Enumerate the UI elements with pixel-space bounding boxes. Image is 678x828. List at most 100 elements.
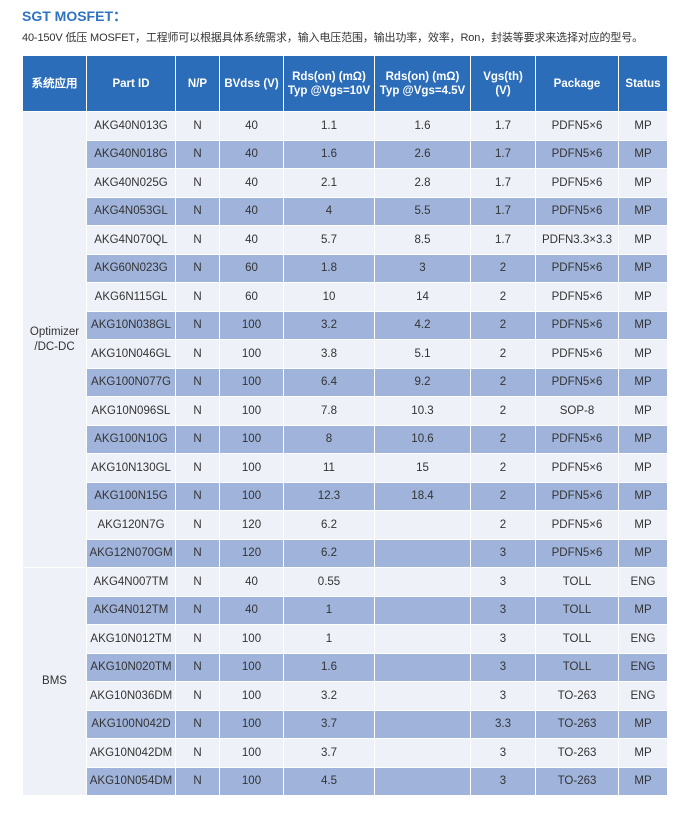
table-row: AKG4N070QL N 40 5.7 8.5 1.7 PDFN3.3×3.3 MP [23, 225, 668, 255]
vgs-th-cell: 2 [470, 310, 536, 340]
rds-4-5v-cell: 14 [374, 282, 471, 312]
package-cell: PDFN5×6 [535, 310, 619, 340]
mosfet-table: 系统应用 Part ID N/P BVdss (V) Rds(on) (mΩ) Typ @… [22, 55, 668, 796]
header-np: N/P [175, 55, 220, 112]
header-part-id: Part ID [86, 55, 176, 112]
rds-10v-cell: 4.5 [283, 766, 375, 796]
bvdss-cell: 40 [219, 595, 284, 625]
np-cell: N [175, 681, 220, 711]
np-cell: N [175, 510, 220, 540]
bvdss-cell: 100 [219, 709, 284, 739]
np-cell: N [175, 424, 220, 454]
package-cell: PDFN5×6 [535, 253, 619, 283]
part-id-cell: AKG10N096SL [86, 396, 176, 426]
np-cell: N [175, 538, 220, 568]
bvdss-cell: 100 [219, 367, 284, 397]
np-cell: N [175, 709, 220, 739]
rds-10v-cell: 0.55 [283, 567, 375, 597]
package-cell: PDFN5×6 [535, 168, 619, 198]
table-row: Optimizer/DC-DC AKG40N013G N 40 1.1 1.6 1.7 PDF… [22, 111, 668, 568]
rds-10v-cell: 3.2 [283, 310, 375, 340]
part-id-cell: AKG4N007TM [86, 567, 176, 597]
status-cell: MP [618, 453, 668, 483]
vgs-th-cell: 2 [470, 453, 536, 483]
package-cell: TOLL [535, 652, 619, 682]
vgs-th-cell: 3 [470, 595, 536, 625]
bvdss-cell: 100 [219, 310, 284, 340]
rds-4-5v-cell: 2.8 [374, 168, 471, 198]
rds-10v-cell: 6.4 [283, 367, 375, 397]
table-row: AKG60N023G N 60 1.8 3 2 PDFN5×6 MP [23, 253, 668, 283]
part-id-cell: AKG10N046GL [86, 339, 176, 369]
vgs-th-cell: 1.7 [470, 168, 536, 198]
status-cell: MP [618, 481, 668, 511]
rds-10v-cell: 1.6 [283, 139, 375, 169]
bvdss-cell: 100 [219, 453, 284, 483]
rds-10v-cell: 2.1 [283, 168, 375, 198]
table-row: BMS AKG4N007TM N 40 0.55 3 TOLL ENG [22, 567, 668, 796]
status-cell: ENG [618, 681, 668, 711]
rds-10v-cell: 3.7 [283, 709, 375, 739]
rds-10v-cell: 4 [283, 196, 375, 226]
rds-4-5v-cell [374, 709, 471, 739]
table-row: AKG100N042D N 100 3.7 3.3 TO-263 MP [23, 709, 668, 739]
status-cell: MP [618, 766, 668, 796]
status-cell: MP [618, 339, 668, 369]
package-cell: PDFN5×6 [535, 196, 619, 226]
package-cell: PDFN5×6 [535, 510, 619, 540]
package-cell: PDFN5×6 [535, 339, 619, 369]
vgs-th-cell: 3 [470, 624, 536, 654]
package-cell: PDFN3.3×3.3 [535, 225, 619, 255]
vgs-th-cell: 3 [470, 681, 536, 711]
table-row: AKG6N115GL N 60 10 14 2 PDFN5×6 MP [23, 282, 668, 312]
status-cell: MP [618, 282, 668, 312]
part-id-cell: AKG100N15G [86, 481, 176, 511]
header-package: Package [535, 55, 619, 112]
vgs-th-cell: 2 [470, 282, 536, 312]
table-row: AKG10N042DM N 100 3.7 3 TO-263 MP [23, 738, 668, 768]
vgs-th-cell: 3 [470, 538, 536, 568]
section-description: 40-150V 低压 MOSFET，工程师可以根据具体系统需求，输入电压范围，输… [22, 32, 643, 44]
rds-10v-cell: 3.7 [283, 738, 375, 768]
table-row: AKG10N046GL N 100 3.8 5.1 2 PDFN5×6 MP [23, 339, 668, 369]
table-row: AKG10N054DM N 100 4.5 3 TO-263 MP [23, 766, 668, 796]
rds-4-5v-cell [374, 738, 471, 768]
package-cell: PDFN5×6 [535, 111, 619, 141]
part-id-cell: AKG40N013G [86, 111, 176, 141]
status-cell: MP [618, 396, 668, 426]
table-row: AKG100N077G N 100 6.4 9.2 2 PDFN5×6 MP [23, 367, 668, 397]
table-row: AKG100N15G N 100 12.3 18.4 2 PDFN5×6 MP [23, 481, 668, 511]
rds-4-5v-cell: 10.3 [374, 396, 471, 426]
vgs-th-cell: 2 [470, 424, 536, 454]
bvdss-cell: 100 [219, 738, 284, 768]
bvdss-cell: 100 [219, 396, 284, 426]
vgs-th-cell: 1.7 [470, 139, 536, 169]
np-cell: N [175, 367, 220, 397]
np-cell: N [175, 168, 220, 198]
bvdss-cell: 100 [219, 424, 284, 454]
bvdss-cell: 40 [219, 139, 284, 169]
rds-4-5v-cell: 3 [374, 253, 471, 283]
package-cell: TO-263 [535, 681, 619, 711]
rds-4-5v-cell: 5.5 [374, 196, 471, 226]
table-row: AKG40N018G N 40 1.6 2.6 1.7 PDFN5×6 MP [23, 139, 668, 169]
part-id-cell: AKG100N077G [86, 367, 176, 397]
vgs-th-cell: 2 [470, 253, 536, 283]
status-cell: MP [618, 738, 668, 768]
rds-10v-cell: 3.2 [283, 681, 375, 711]
part-id-cell: AKG10N038GL [86, 310, 176, 340]
part-id-cell: AKG10N130GL [86, 453, 176, 483]
rds-4-5v-cell [374, 652, 471, 682]
status-cell: MP [618, 510, 668, 540]
vgs-th-cell: 3.3 [470, 709, 536, 739]
vgs-th-cell: 2 [470, 339, 536, 369]
np-cell: N [175, 139, 220, 169]
table-row: AKG12N070GM N 120 6.2 3 PDFN5×6 MP [23, 538, 668, 568]
status-cell: MP [618, 367, 668, 397]
status-cell: MP [618, 595, 668, 625]
bvdss-cell: 120 [219, 538, 284, 568]
package-cell: PDFN5×6 [535, 282, 619, 312]
part-id-cell: AKG12N070GM [86, 538, 176, 568]
bvdss-cell: 120 [219, 510, 284, 540]
rds-4-5v-cell: 2.6 [374, 139, 471, 169]
